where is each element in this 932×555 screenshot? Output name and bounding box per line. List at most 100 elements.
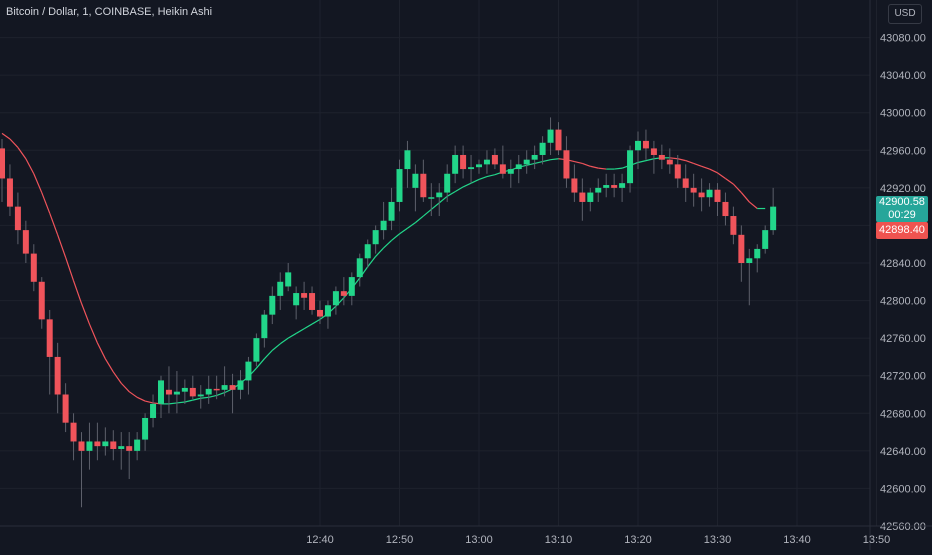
- candle-body: [253, 338, 260, 362]
- candle-body: [78, 441, 85, 451]
- candle: [309, 286, 316, 315]
- candle-body: [523, 159, 530, 165]
- candle: [460, 145, 467, 179]
- ma-segment: [399, 227, 408, 235]
- bar-countdown: 00:29: [888, 209, 916, 221]
- candle: [317, 300, 323, 325]
- ma-segment: [200, 396, 209, 399]
- ma-segment: [446, 191, 456, 197]
- ma-segment: [303, 323, 313, 330]
- candle: [277, 272, 284, 310]
- candle-body: [348, 277, 355, 296]
- ma-segment: [367, 256, 377, 268]
- ma-segment: [25, 158, 35, 175]
- ma-segment: [550, 158, 559, 161]
- candle-body: [515, 164, 522, 170]
- ma-segment: [430, 202, 440, 210]
- ma-segment: [391, 233, 400, 241]
- candle: [770, 187, 777, 235]
- candle: [301, 281, 308, 310]
- candle: [293, 286, 300, 320]
- candle: [6, 164, 13, 217]
- candle: [499, 145, 506, 179]
- ma-segment: [311, 318, 321, 325]
- candle-body: [746, 258, 753, 263]
- candle: [118, 432, 125, 470]
- ma-segment: [136, 396, 146, 402]
- price-tick-label: 42640.00: [880, 446, 926, 458]
- candle-body: [134, 439, 141, 451]
- candle-body: [571, 178, 578, 193]
- candle-body: [0, 148, 5, 179]
- candle: [110, 430, 117, 461]
- candle-body: [22, 230, 29, 254]
- ma-segment: [168, 402, 177, 405]
- candle: [205, 375, 212, 404]
- candle: [674, 154, 681, 188]
- ma-segment: [407, 222, 416, 229]
- candle-body: [714, 189, 721, 202]
- candle-body: [197, 394, 204, 397]
- ma-segment: [470, 178, 480, 184]
- candle: [579, 178, 586, 221]
- currency-button[interactable]: USD: [888, 4, 922, 24]
- candle-body: [205, 388, 212, 395]
- candle: [555, 122, 562, 155]
- time-tick-label: 13:10: [545, 534, 573, 546]
- candle: [730, 206, 737, 245]
- candle: [452, 145, 459, 184]
- candle: [571, 164, 578, 202]
- candle-body: [420, 173, 427, 198]
- ma-segment: [383, 240, 392, 249]
- ma-segment: [41, 192, 51, 214]
- candle-body: [603, 185, 610, 188]
- candle-body: [428, 197, 435, 199]
- ma-segment: [748, 201, 758, 209]
- ma-segment: [637, 160, 647, 164]
- current-price-value: 42900.58: [879, 196, 925, 208]
- candle-body: [396, 169, 403, 202]
- ma-segment: [9, 138, 19, 148]
- ma-segment: [112, 371, 122, 384]
- candle: [340, 277, 347, 306]
- price-tick-label: 42920.00: [880, 183, 926, 195]
- candle-body: [6, 178, 13, 207]
- candle: [54, 342, 61, 414]
- candle-body: [181, 387, 188, 392]
- ma-segment: [542, 159, 551, 163]
- candle-body: [404, 150, 411, 170]
- moving-average-price-tag: 42898.40: [876, 222, 928, 239]
- candle-body: [635, 140, 641, 151]
- candle: [261, 309, 268, 348]
- ma-segment: [534, 160, 543, 165]
- candle-body: [483, 159, 490, 165]
- candle-body: [658, 154, 665, 160]
- ma-segment: [216, 392, 225, 397]
- candle: [348, 272, 355, 306]
- candle-body: [94, 441, 101, 447]
- candle: [269, 286, 276, 325]
- candle-body: [762, 230, 769, 249]
- candle: [611, 173, 618, 198]
- ma-segment: [486, 174, 496, 178]
- ma-segment: [478, 176, 488, 180]
- price-tick-label: 42560.00: [880, 521, 926, 533]
- candle: [706, 183, 713, 207]
- candle: [658, 144, 665, 170]
- candle: [126, 432, 133, 480]
- candle: [603, 173, 610, 198]
- price-tick-label: 42800.00: [880, 296, 926, 308]
- candle: [483, 150, 490, 174]
- candle: [0, 139, 5, 202]
- candle-body: [102, 441, 109, 447]
- candle-body: [261, 314, 268, 339]
- time-axis[interactable]: 12:40 12:50 13:00 13:10 13:20 13:30 13:40 13:50…: [0, 525, 932, 546]
- candle-body: [507, 169, 514, 174]
- candle-body: [118, 446, 125, 449]
- candle-body: [324, 305, 331, 317]
- candle: [762, 225, 769, 254]
- ma-segment: [462, 182, 472, 188]
- price-axis[interactable]: 43080.00 43040.00 43000.00 42960.00 42920.00…: [869, 0, 926, 550]
